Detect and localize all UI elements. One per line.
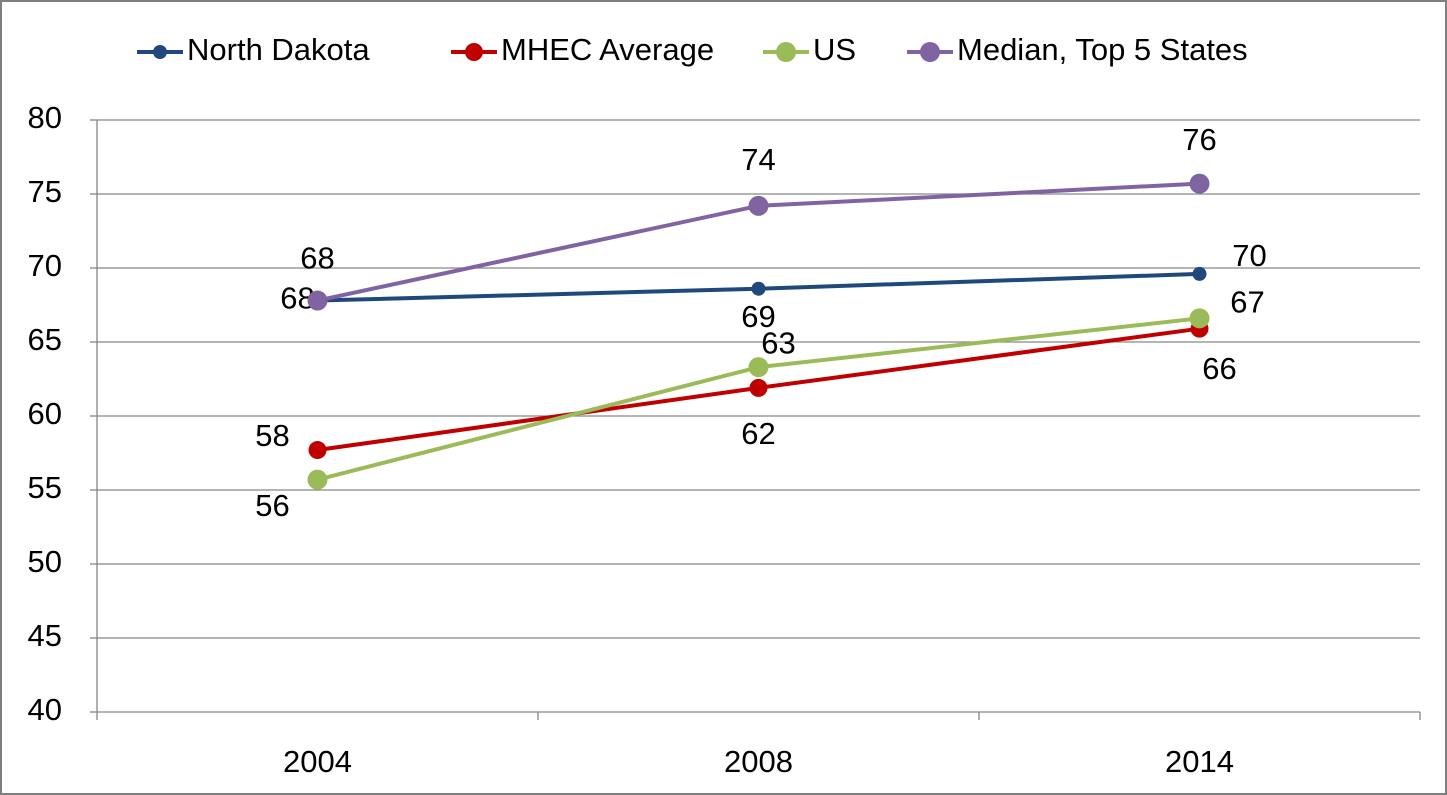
legend-label: MHEC Average xyxy=(501,32,714,67)
y-tick-label: 70 xyxy=(28,248,62,283)
data-label: 56 xyxy=(255,488,289,523)
legend-marker xyxy=(920,42,940,62)
y-tick-label: 45 xyxy=(28,618,62,653)
y-tick-label: 65 xyxy=(28,322,62,357)
point xyxy=(1189,173,1210,194)
legend-label: US xyxy=(813,32,856,67)
point xyxy=(748,195,769,216)
data-label: 67 xyxy=(1230,285,1264,320)
data-label: 58 xyxy=(255,418,289,453)
legend-label: North Dakota xyxy=(187,32,370,67)
y-tick-label: 50 xyxy=(28,544,62,579)
data-label: 68 xyxy=(300,241,334,276)
y-tick-label: 80 xyxy=(28,100,62,135)
data-label: 62 xyxy=(741,416,775,451)
y-tick-label: 55 xyxy=(28,470,62,505)
point xyxy=(307,469,328,490)
point xyxy=(308,441,327,460)
data-label: 63 xyxy=(761,325,795,360)
data-label: 74 xyxy=(741,142,775,177)
x-tick-label: 2004 xyxy=(283,744,352,779)
legend-marker xyxy=(465,43,483,61)
y-tick-label: 75 xyxy=(28,174,62,209)
y-tick-label: 40 xyxy=(28,692,62,727)
point xyxy=(307,290,328,311)
data-label: 69 xyxy=(741,299,775,334)
data-label: 66 xyxy=(1202,351,1236,386)
legend-marker xyxy=(776,42,796,62)
x-tick-label: 2008 xyxy=(724,744,793,779)
legend-label: Median, Top 5 States xyxy=(957,32,1248,67)
point xyxy=(749,378,768,397)
y-tick-label: 60 xyxy=(28,396,62,431)
point xyxy=(1192,266,1207,281)
point xyxy=(748,357,769,378)
x-tick-label: 2014 xyxy=(1165,744,1234,779)
data-label: 76 xyxy=(1182,122,1216,157)
data-label: 70 xyxy=(1232,238,1266,273)
point xyxy=(1189,308,1210,329)
point xyxy=(751,281,766,296)
legend-marker xyxy=(153,45,167,59)
